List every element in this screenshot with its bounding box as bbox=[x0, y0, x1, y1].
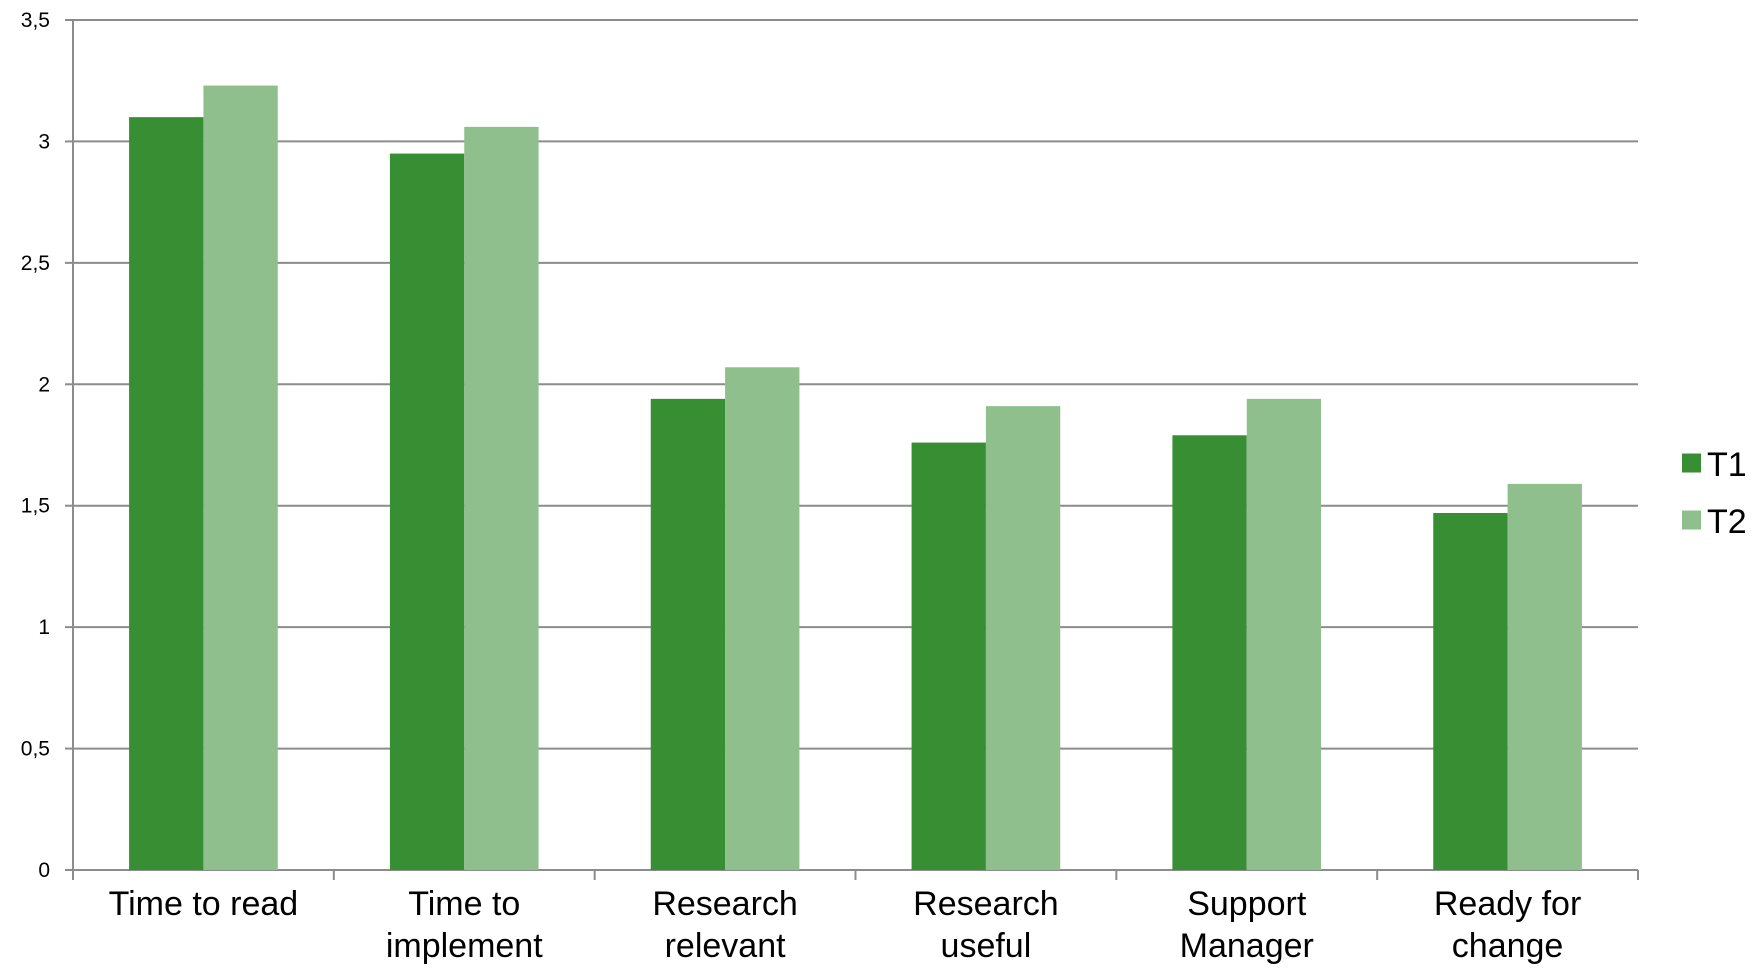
x-tick-label: Time to read bbox=[109, 885, 299, 923]
bar-t2 bbox=[464, 126, 539, 871]
legend-swatch-t1 bbox=[1682, 453, 1701, 473]
bar-t1 bbox=[1433, 513, 1508, 870]
bars bbox=[129, 85, 1582, 871]
x-tick-label: useful bbox=[941, 927, 1032, 965]
bar-t2 bbox=[985, 406, 1061, 870]
y-tick-label: 0 bbox=[38, 859, 50, 882]
bar-t1 bbox=[650, 398, 726, 870]
y-axis-ticks: 0 0,5 1 1,5 2 2,5 3 3,5 bbox=[21, 9, 73, 882]
bar-t1 bbox=[1172, 435, 1247, 870]
bar-t2 bbox=[725, 367, 800, 870]
x-tick-label: change bbox=[1452, 927, 1564, 965]
legend: T1 T2 bbox=[1682, 446, 1747, 541]
x-tick-label: Research bbox=[652, 885, 798, 923]
bar-t1 bbox=[129, 117, 204, 870]
x-tick-label: Time to bbox=[408, 885, 520, 923]
x-tick-label: relevant bbox=[665, 927, 787, 965]
y-tick-label: 2 bbox=[38, 373, 50, 396]
bar-t1 bbox=[389, 153, 465, 871]
x-tick-label: Research bbox=[913, 885, 1059, 923]
gridlines bbox=[73, 19, 1638, 750]
y-tick-label: 2,5 bbox=[21, 252, 50, 275]
x-axis-ticks: Time to read Time to implement Research rele… bbox=[72, 870, 1639, 965]
bar-t2 bbox=[1246, 398, 1322, 870]
y-tick-label: 0,5 bbox=[21, 738, 50, 761]
y-tick-label: 3,5 bbox=[21, 9, 50, 32]
y-tick-label: 3 bbox=[38, 130, 50, 153]
bar-t2 bbox=[203, 85, 278, 871]
axes bbox=[72, 20, 1638, 871]
y-tick-label: 1,5 bbox=[21, 495, 50, 518]
x-tick-label: Ready for bbox=[1434, 885, 1581, 923]
bar-t2 bbox=[1507, 483, 1582, 870]
x-tick-label: Support bbox=[1187, 885, 1307, 923]
legend-label-t1: T1 bbox=[1707, 446, 1747, 484]
x-tick-label: implement bbox=[386, 927, 543, 965]
bar-t1 bbox=[911, 442, 986, 870]
y-tick-label: 1 bbox=[38, 616, 50, 639]
x-tick-label: Manager bbox=[1180, 927, 1314, 965]
legend-swatch-t2 bbox=[1682, 510, 1701, 530]
legend-label-t2: T2 bbox=[1707, 503, 1747, 541]
